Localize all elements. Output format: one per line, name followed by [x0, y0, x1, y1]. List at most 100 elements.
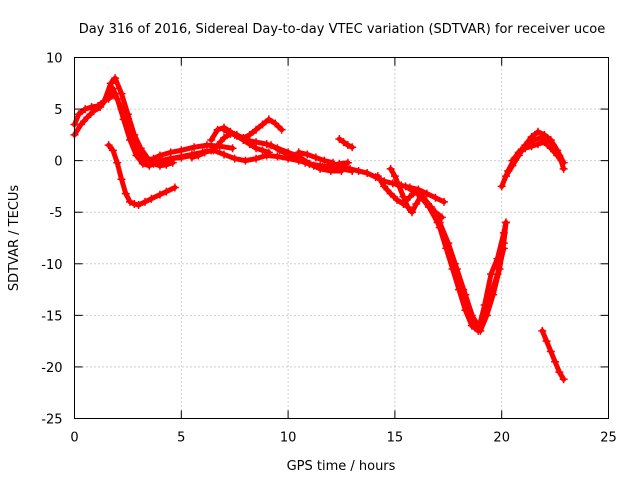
data-point-marker	[425, 203, 434, 212]
data-point-marker	[130, 199, 139, 208]
data-point-marker	[527, 132, 536, 141]
data-point-marker	[390, 172, 399, 181]
data-point-marker	[337, 161, 346, 170]
data-point-marker	[354, 166, 363, 175]
data-point-marker	[442, 244, 451, 253]
data-point-marker	[559, 375, 568, 384]
data-point-marker	[220, 133, 229, 142]
data-point-marker	[220, 125, 229, 134]
data-point-marker	[487, 270, 496, 279]
data-point-marker	[328, 158, 337, 167]
data-point-marker	[497, 182, 506, 191]
data-point-marker	[162, 160, 171, 169]
data-point-marker	[136, 151, 145, 160]
data-point-marker	[271, 119, 280, 128]
data-point-marker	[284, 150, 293, 159]
data-point-marker	[540, 130, 549, 139]
data-point-marker	[273, 152, 282, 161]
data-series	[70, 74, 568, 384]
data-point-marker	[431, 193, 440, 202]
data-point-marker	[538, 326, 547, 335]
data-point-marker	[252, 125, 261, 134]
data-point-marker	[190, 143, 199, 152]
data-point-marker	[493, 254, 502, 263]
data-point-marker	[258, 146, 267, 155]
data-point-marker	[403, 203, 412, 212]
data-point-marker	[393, 195, 402, 204]
grid-lines	[74, 57, 609, 419]
data-point-marker	[401, 182, 410, 191]
data-point-marker	[557, 156, 566, 165]
data-point-marker	[534, 140, 543, 149]
data-point-marker	[106, 79, 115, 88]
data-point-marker	[241, 156, 250, 165]
data-point-marker	[241, 136, 250, 145]
x-tick-label: 10	[280, 431, 297, 446]
data-point-marker	[435, 223, 444, 232]
y-tick-label: -5	[50, 206, 63, 221]
data-point-marker	[474, 326, 483, 335]
data-point-marker	[407, 208, 416, 217]
data-point-marker	[123, 123, 132, 132]
data-point-marker	[202, 141, 211, 150]
data-point-marker	[264, 148, 273, 157]
data-point-marker	[81, 105, 90, 114]
y-tick-label: 0	[54, 155, 62, 170]
data-point-marker	[230, 154, 239, 163]
data-point-marker	[540, 138, 549, 147]
data-point-marker	[275, 146, 284, 155]
data-point-marker	[303, 150, 312, 159]
data-point-marker	[416, 192, 425, 201]
y-axis-label: SDTVAR / TECUs	[7, 185, 22, 292]
data-point-marker	[311, 153, 320, 162]
data-point-marker	[113, 158, 122, 167]
series-arc-20	[508, 138, 566, 165]
data-point-marker	[412, 199, 421, 208]
data-point-marker	[177, 146, 186, 155]
data-point-marker	[292, 154, 301, 163]
data-point-marker	[546, 347, 555, 356]
data-point-marker	[104, 94, 113, 103]
data-point-marker	[134, 200, 143, 209]
data-point-marker	[318, 162, 327, 171]
data-point-marker	[521, 144, 530, 153]
data-point-marker	[555, 368, 564, 377]
data-point-marker	[187, 153, 196, 162]
data-point-marker	[111, 74, 120, 83]
data-point-marker	[386, 189, 395, 198]
data-point-marker	[363, 169, 372, 178]
data-point-marker	[220, 150, 229, 159]
data-point-marker	[194, 151, 203, 160]
data-point-marker	[480, 301, 489, 310]
data-point-marker	[121, 189, 130, 198]
data-point-marker	[117, 105, 126, 114]
data-point-marker	[130, 141, 139, 150]
x-tick-label: 25	[600, 431, 617, 446]
data-point-marker	[108, 146, 117, 155]
series-trace	[336, 136, 355, 150]
data-point-marker	[339, 138, 348, 147]
data-point-marker	[346, 164, 355, 173]
data-point-marker	[348, 143, 357, 152]
data-point-marker	[553, 151, 562, 160]
data-point-marker	[83, 113, 92, 122]
data-point-marker	[147, 194, 156, 203]
x-tick-label: 5	[177, 431, 185, 446]
data-point-marker	[267, 141, 276, 150]
data-point-marker	[399, 192, 408, 201]
data-point-marker	[527, 142, 536, 151]
data-point-marker	[87, 103, 96, 112]
series-arc-4	[104, 141, 179, 209]
data-point-marker	[149, 154, 158, 163]
data-point-marker	[514, 148, 523, 157]
x-axis-label: GPS time / hours	[287, 459, 396, 474]
series-arc-17	[429, 208, 510, 335]
data-point-marker	[166, 154, 175, 163]
data-point-marker	[245, 130, 254, 139]
data-point-marker	[177, 153, 186, 162]
data-point-marker	[309, 161, 318, 170]
plot-frame	[74, 57, 609, 419]
data-point-marker	[93, 101, 102, 110]
chart-title: Day 316 of 2016, Sidereal Day-to-day VTE…	[79, 22, 605, 37]
series-arc-10	[294, 148, 337, 167]
